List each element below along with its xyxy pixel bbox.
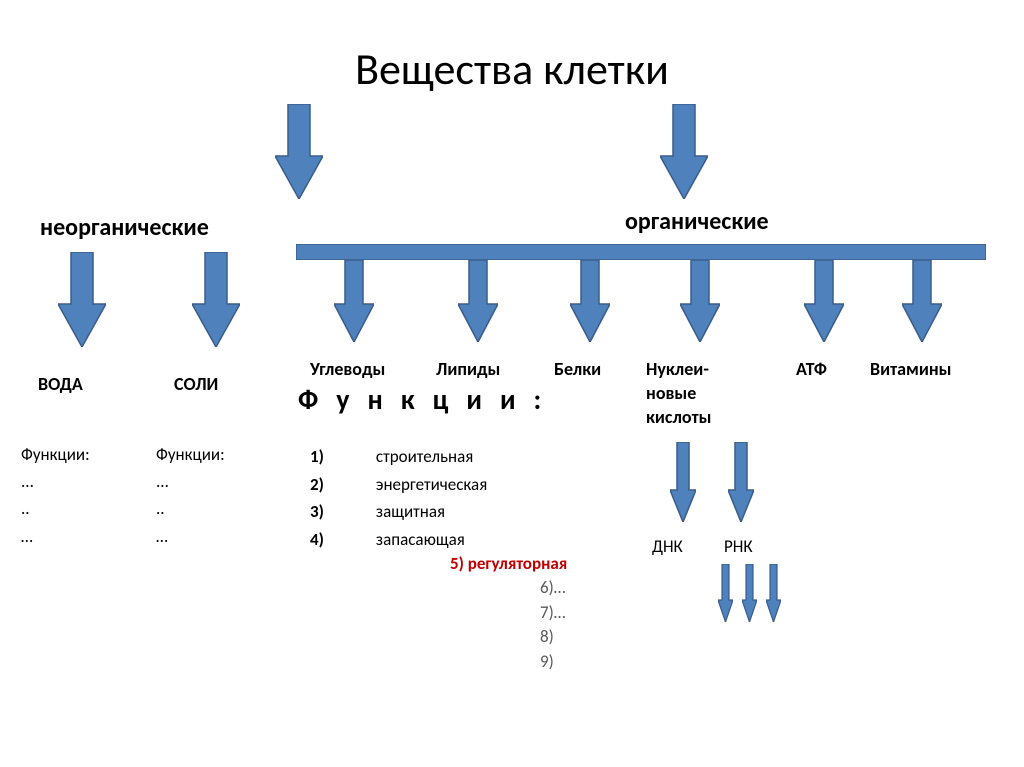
label-proteins: Белки [554, 358, 601, 380]
arrow-organic-5 [902, 260, 942, 342]
label-nucleic-1: Нуклеи- [646, 358, 709, 380]
label-salts: СОЛИ [174, 373, 218, 395]
water-functions-placeholder: Функции: ... .. … [21, 441, 90, 550]
arrow-rna-sub-0 [718, 564, 733, 622]
organic-hbar [296, 244, 986, 260]
salts-functions-placeholder: Функции: ... .. … [156, 441, 225, 550]
arrow-to-inorganic [275, 104, 323, 199]
label-water: ВОДА [38, 373, 83, 395]
arrow-to-rna [728, 442, 754, 522]
heading-inorganic: неорганические [40, 213, 209, 242]
functions-list: 1)строительная 2)энергетическая 3)защитн… [308, 442, 539, 554]
arrow-organic-3 [680, 260, 720, 342]
arrow-organic-0 [334, 260, 374, 342]
arrow-rna-sub-1 [742, 564, 757, 622]
arrow-rna-sub-2 [766, 564, 781, 622]
arrow-organic-1 [458, 260, 498, 342]
arrow-to-salts [192, 252, 240, 347]
arrow-to-water [58, 252, 106, 347]
label-carbs: Углеводы [310, 358, 385, 380]
label-atp: АТФ [796, 358, 827, 380]
label-lipids: Липиды [436, 358, 500, 380]
functions-grey: 6)… 7)… 8) 9) [540, 576, 566, 675]
function-5-red: 5) регуляторная [450, 553, 567, 574]
label-nucleic-3: кислоты [646, 406, 711, 428]
label-vitamins: Витамины [870, 358, 952, 380]
functions-heading: Функции: [298, 382, 559, 417]
label-rna: РНК [724, 536, 753, 557]
heading-organic: органические [625, 207, 769, 236]
arrow-to-dna [670, 442, 696, 522]
page-title: Вещества клетки [0, 42, 1024, 96]
arrow-organic-2 [570, 260, 610, 342]
arrow-organic-4 [804, 260, 844, 342]
arrow-to-organic [660, 104, 708, 199]
label-dna: ДНК [652, 536, 683, 557]
label-nucleic-2: новые [646, 382, 696, 404]
